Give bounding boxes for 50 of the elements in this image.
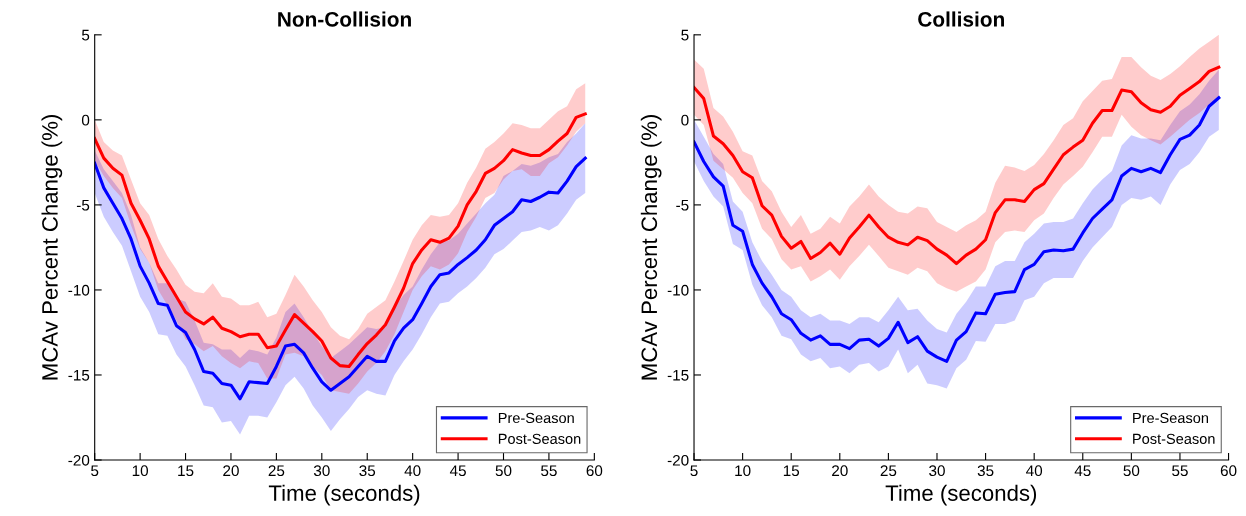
- x-axis-title: Time (seconds): [268, 484, 420, 506]
- y-tick-label: 0: [81, 114, 90, 126]
- y-tick-label: -20: [68, 454, 90, 466]
- x-tick-label: 30: [313, 465, 330, 477]
- x-tick-label: 45: [1074, 465, 1091, 477]
- x-tick-label: 50: [495, 465, 512, 477]
- x-tick-label: 40: [404, 465, 421, 477]
- x-tick-label: 20: [223, 465, 239, 477]
- legend-label: Post-Season: [1133, 433, 1215, 445]
- x-tick-label: 50: [1123, 465, 1140, 477]
- x-tick-label: 55: [1172, 465, 1188, 477]
- y-axis-title: MCAv Percent Change (%): [41, 114, 63, 380]
- x-tick-label: 35: [977, 465, 994, 477]
- x-tick-label: 10: [132, 465, 149, 477]
- x-tick-label: 25: [268, 465, 285, 477]
- y-axis-title: MCAv Percent Change (%): [640, 114, 662, 380]
- y-tick-label: -10: [667, 284, 689, 296]
- y-tick-label: -20: [667, 454, 689, 466]
- chart-title: Collision: [918, 11, 1004, 27]
- line-series: [694, 65, 1221, 266]
- legend-label: Pre-Season: [1133, 412, 1208, 424]
- y-tick-label: 0: [681, 114, 689, 126]
- y-tick-label: -5: [676, 199, 689, 211]
- x-tick-label: 25: [880, 465, 897, 477]
- x-tick-label: 30: [929, 465, 945, 477]
- chart-title: Non-Collision: [278, 11, 411, 27]
- x-tick-label: 15: [178, 465, 194, 477]
- legend-label: Pre-Season: [498, 412, 574, 424]
- y-tick-label: -15: [667, 370, 689, 381]
- y-tick-label: 5: [681, 29, 689, 41]
- x-tick-label: 60: [1220, 465, 1237, 477]
- y-tick-label: -5: [76, 199, 90, 211]
- x-axis-title: Time (seconds): [885, 484, 1037, 506]
- line-series: [94, 112, 587, 368]
- x-tick-label: 15: [783, 465, 800, 477]
- x-tick-label: 5: [91, 465, 99, 477]
- x-tick-label: 40: [1026, 465, 1043, 477]
- y-tick-label: -10: [68, 284, 90, 296]
- y-tick-label: 5: [81, 29, 90, 41]
- line-series: [94, 156, 587, 401]
- line-series: [694, 96, 1221, 363]
- x-tick-label: 5: [690, 465, 698, 477]
- x-tick-label: 10: [735, 465, 751, 477]
- x-tick-label: 45: [449, 465, 466, 477]
- x-tick-label: 60: [586, 465, 603, 477]
- x-tick-label: 35: [359, 465, 376, 477]
- x-tick-label: 20: [832, 465, 848, 477]
- legend-label: Post-Season: [498, 433, 581, 445]
- y-tick-label: -15: [68, 370, 90, 381]
- x-tick-label: 55: [541, 465, 557, 477]
